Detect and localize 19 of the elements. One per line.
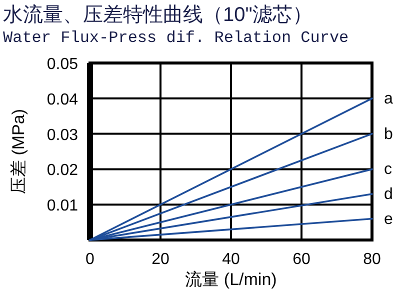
x-axis-title: 流量 (L/min) xyxy=(185,270,277,289)
chart-subtitle: Water Flux-Press dif. Relation Curve xyxy=(3,29,349,47)
y-tick-label: 0.01 xyxy=(46,198,78,215)
y-tick-label: 0.03 xyxy=(46,126,78,144)
x-tick-label: 0 xyxy=(86,251,95,268)
y-tick-label: 0.05 xyxy=(46,56,78,73)
series-label: a xyxy=(384,90,393,108)
x-tick-label: 40 xyxy=(222,251,240,268)
series-label: d xyxy=(384,186,393,203)
x-tick-label: 60 xyxy=(292,251,310,268)
y-tick-label: 0.02 xyxy=(46,162,78,180)
y-tick-label: 0.04 xyxy=(46,91,78,108)
series-label: c xyxy=(384,161,392,178)
series-label: e xyxy=(384,210,393,228)
y-axis-title: 压差 (MPa) xyxy=(9,109,28,194)
series-label: b xyxy=(384,126,393,143)
chart-title: 水流量、压差特性曲线（10"滤芯） xyxy=(3,4,312,26)
x-tick-label: 80 xyxy=(363,251,381,268)
x-tick-label: 20 xyxy=(152,251,170,268)
